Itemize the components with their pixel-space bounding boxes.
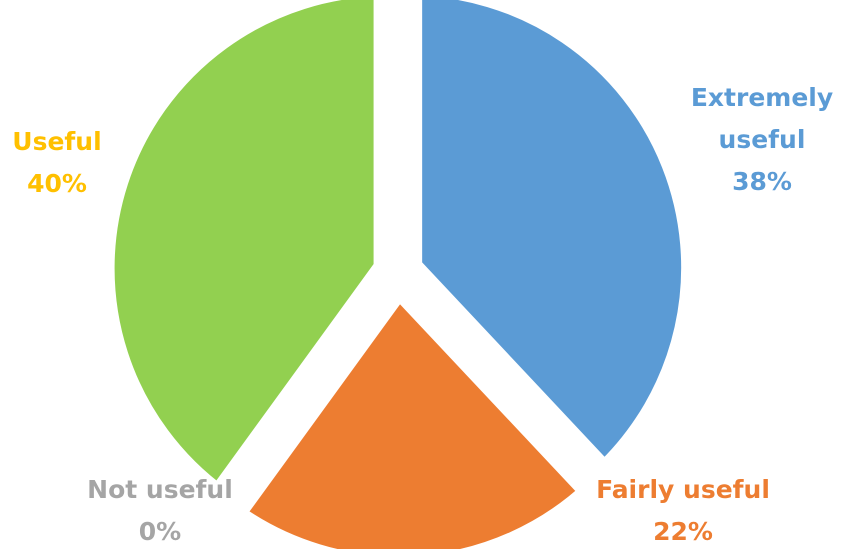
pie-slice-fairly-useful (213, 263, 613, 549)
pie-slice-extremely-useful (396, 0, 708, 494)
data-label-extremely-useful: Extremely useful 38% (691, 83, 833, 196)
pie-slices (88, 0, 708, 549)
data-label-not-useful: Not useful 0% (87, 475, 233, 546)
data-label-useful: Useful 40% (12, 127, 101, 198)
pie-slice-useful (88, 0, 400, 518)
data-label-fairly-useful: Fairly useful 22% (596, 475, 770, 546)
pie-labels: Extremely useful 38% Fairly useful 22% Not us… (12, 83, 833, 546)
